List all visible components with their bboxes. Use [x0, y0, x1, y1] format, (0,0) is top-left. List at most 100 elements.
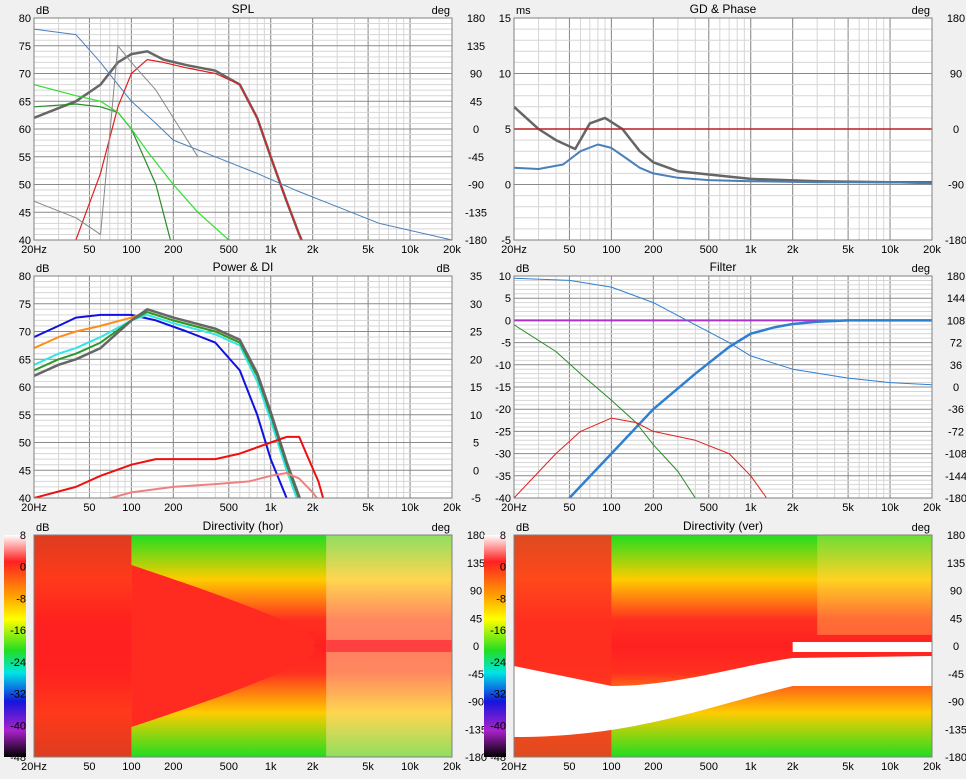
y2-tick-label: 90 — [470, 69, 482, 81]
y-tick-label: -40 — [495, 493, 511, 505]
y-tick-label: 70 — [19, 327, 31, 339]
colorbar-tick-label: 0 — [500, 562, 506, 574]
x-tick-label: 2k — [787, 502, 799, 514]
y-tick-label: 40 — [19, 235, 31, 247]
x-tick-label: 2k — [787, 244, 799, 256]
colorbar-tick-label: -16 — [490, 625, 506, 637]
y2-tick-label: -108 — [945, 449, 966, 461]
x-tick-label: 1k — [265, 244, 277, 256]
x-tick-label: 500 — [700, 502, 718, 514]
x-tick-label: 2k — [307, 244, 319, 256]
y2-tick-label: 135 — [467, 558, 485, 570]
plot-frame — [513, 275, 933, 499]
y-tick-label: -15 — [495, 382, 511, 394]
x-tick-label: 5k — [842, 244, 854, 256]
right-unit-label: deg — [912, 522, 930, 534]
y2-tick-label: 90 — [950, 69, 962, 81]
y-tick-label: 75 — [19, 299, 31, 311]
y2-tick-label: 0 — [473, 641, 479, 653]
y-tick-label: 60 — [19, 124, 31, 136]
y-tick-label: -5 — [501, 235, 511, 247]
y2-tick-label: 30 — [470, 299, 482, 311]
y2-tick-label: -135 — [945, 724, 966, 736]
y2-tick-label: 108 — [947, 315, 965, 327]
colorbar-tick-label: 8 — [500, 530, 506, 542]
y2-tick-label: -72 — [948, 426, 964, 438]
x-tick-label: 50 — [563, 761, 575, 773]
series-layer — [514, 105, 932, 185]
colorbar-tick-label: -40 — [10, 720, 26, 732]
y2-tick-label: 25 — [470, 327, 482, 339]
y2-tick-label: -45 — [468, 152, 484, 164]
x-tick-label: 100 — [122, 244, 140, 256]
right-unit-label: deg — [912, 5, 930, 17]
right-unit-label: deg — [432, 5, 450, 17]
y-tick-label: 0 — [505, 315, 511, 327]
plot-frame — [513, 17, 933, 241]
x-tick-label: 5k — [842, 761, 854, 773]
y-tick-label: 80 — [19, 13, 31, 25]
y2-tick-label: -36 — [948, 404, 964, 416]
colorbar-tick-label: -40 — [490, 720, 506, 732]
y-tick-label: 80 — [19, 271, 31, 283]
left-unit-label: dB — [36, 5, 49, 17]
x-tick-label: 10k — [401, 502, 419, 514]
colorbar-tick-label: -8 — [496, 593, 506, 605]
right-unit-label: deg — [912, 263, 930, 275]
series-line — [514, 324, 696, 498]
x-tick-label: 20Hz — [501, 244, 527, 256]
colorbar-tick-label: -32 — [490, 689, 506, 701]
y2-tick-label: -90 — [948, 697, 964, 709]
series-line — [514, 277, 932, 386]
chart-title: Power & DI — [213, 260, 274, 274]
y2-tick-label: 10 — [470, 410, 482, 422]
plot-frame — [33, 17, 453, 241]
x-tick-label: 50 — [83, 502, 95, 514]
y-tick-label: -30 — [495, 449, 511, 461]
x-tick-label: 200 — [164, 761, 182, 773]
x-tick-label: 50 — [563, 502, 575, 514]
x-tick-label: 20k — [443, 244, 461, 256]
heatmap-axis — [326, 640, 452, 652]
colorbar-tick-label: -8 — [16, 593, 26, 605]
y-tick-label: 0 — [505, 180, 511, 192]
x-tick-label: 20Hz — [21, 502, 47, 514]
right-unit-label: deg — [432, 522, 450, 534]
y2-tick-label: 180 — [947, 13, 965, 25]
x-tick-label: 1k — [745, 761, 757, 773]
y2-tick-label: -180 — [945, 493, 966, 505]
y-tick-label: -5 — [501, 338, 511, 350]
x-tick-label: 5k — [362, 502, 374, 514]
y2-tick-label: 20 — [470, 354, 482, 366]
plot-frame — [33, 275, 453, 499]
x-tick-label: 500 — [220, 502, 238, 514]
y2-tick-label: 180 — [947, 530, 965, 542]
y2-tick-label: 36 — [950, 360, 962, 372]
x-tick-label: 100 — [602, 761, 620, 773]
y-tick-label: 55 — [19, 152, 31, 164]
series-line — [568, 319, 932, 498]
series-line — [34, 313, 288, 498]
series-layer — [34, 308, 347, 498]
x-tick-label: 500 — [700, 761, 718, 773]
y-tick-label: -25 — [495, 426, 511, 438]
plot-frame — [33, 534, 453, 758]
x-tick-label: 5k — [842, 502, 854, 514]
y2-tick-label: -180 — [465, 752, 487, 764]
x-tick-label: 20k — [923, 502, 941, 514]
y2-tick-label: 45 — [470, 96, 482, 108]
x-tick-label: 10k — [881, 244, 899, 256]
x-tick-label: 10k — [881, 761, 899, 773]
x-tick-label: 20Hz — [501, 761, 527, 773]
left-unit-label: dB — [36, 522, 49, 534]
y2-tick-label: 0 — [473, 124, 479, 136]
chart-title: Directivity (ver) — [683, 519, 763, 533]
left-unit-label: ms — [516, 5, 531, 17]
x-tick-label: 50 — [83, 244, 95, 256]
heatmap-axis-null — [792, 642, 932, 652]
y-tick-label: 65 — [19, 96, 31, 108]
